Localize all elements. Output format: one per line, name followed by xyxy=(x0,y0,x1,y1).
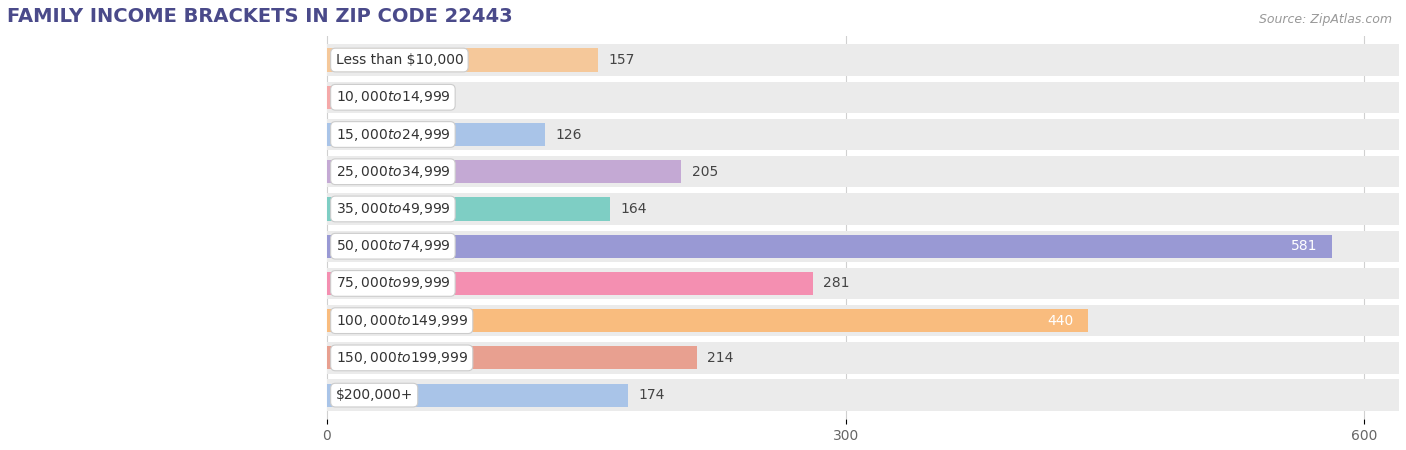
Text: 38: 38 xyxy=(404,90,420,104)
Text: 164: 164 xyxy=(621,202,647,216)
Bar xyxy=(326,45,1399,76)
Text: Source: ZipAtlas.com: Source: ZipAtlas.com xyxy=(1258,14,1392,27)
Text: $25,000 to $34,999: $25,000 to $34,999 xyxy=(336,164,450,180)
Bar xyxy=(326,342,1399,373)
Text: 214: 214 xyxy=(707,351,734,365)
Bar xyxy=(326,309,1088,332)
Bar xyxy=(326,268,1399,299)
Bar xyxy=(326,383,627,407)
Bar xyxy=(326,49,599,72)
Text: 581: 581 xyxy=(1291,239,1317,253)
Bar xyxy=(326,81,1399,113)
Text: $10,000 to $14,999: $10,000 to $14,999 xyxy=(336,89,450,105)
Bar xyxy=(326,305,1399,336)
Bar xyxy=(326,86,392,109)
Text: $75,000 to $99,999: $75,000 to $99,999 xyxy=(336,275,450,292)
Text: $50,000 to $74,999: $50,000 to $74,999 xyxy=(336,238,450,254)
Text: Less than $10,000: Less than $10,000 xyxy=(336,53,463,67)
Text: 205: 205 xyxy=(692,165,718,179)
Text: 440: 440 xyxy=(1047,314,1074,328)
Bar xyxy=(326,379,1399,411)
Text: 174: 174 xyxy=(638,388,665,402)
Bar xyxy=(326,119,1399,150)
Bar xyxy=(326,234,1331,258)
Text: FAMILY INCOME BRACKETS IN ZIP CODE 22443: FAMILY INCOME BRACKETS IN ZIP CODE 22443 xyxy=(7,7,513,26)
Bar xyxy=(326,230,1399,262)
Text: $15,000 to $24,999: $15,000 to $24,999 xyxy=(336,126,450,143)
Text: $35,000 to $49,999: $35,000 to $49,999 xyxy=(336,201,450,217)
Bar xyxy=(326,160,682,183)
Bar xyxy=(326,198,610,220)
Bar xyxy=(326,194,1399,225)
Bar xyxy=(326,346,697,369)
Bar xyxy=(326,272,813,295)
Text: 157: 157 xyxy=(609,53,636,67)
Text: $200,000+: $200,000+ xyxy=(336,388,413,402)
Bar xyxy=(326,156,1399,187)
Text: $100,000 to $149,999: $100,000 to $149,999 xyxy=(336,313,468,328)
Text: $150,000 to $199,999: $150,000 to $199,999 xyxy=(336,350,468,366)
Bar xyxy=(326,123,544,146)
Text: 126: 126 xyxy=(555,127,582,141)
Text: 281: 281 xyxy=(823,276,849,290)
